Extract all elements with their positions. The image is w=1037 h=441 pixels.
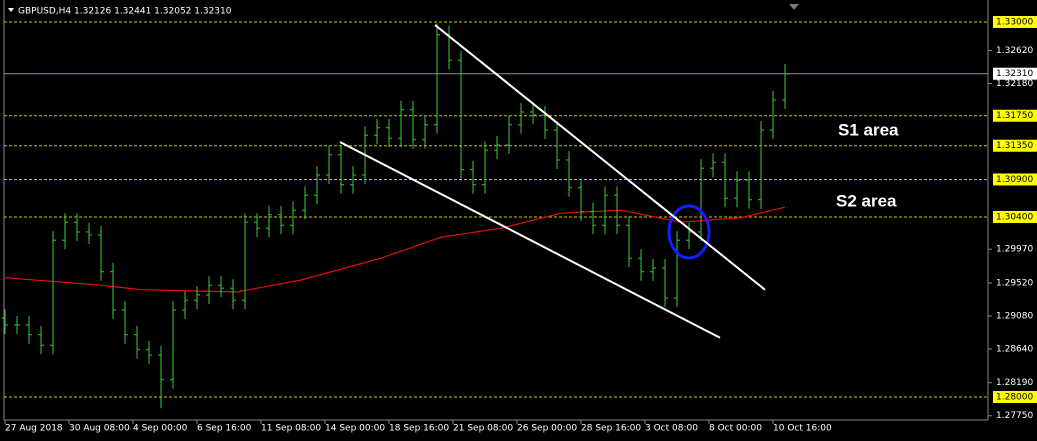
level-label: 1.33000 [996, 17, 1033, 27]
x-tick-label: 30 Aug 08:00 [69, 424, 130, 434]
x-tick-label: 28 Sep 16:00 [581, 424, 641, 434]
menu-arrow[interactable] [8, 8, 14, 12]
x-tick-label: 10 Oct 16:00 [773, 424, 832, 434]
chart-title: GBPUSD,H4 1.32126 1.32441 1.32052 1.3231… [18, 7, 232, 17]
level-label-box [993, 109, 1037, 122]
y-tick-label: 1.29080 [996, 311, 1033, 321]
level-label-box [993, 15, 1037, 28]
y-tick-label: 1.27750 [996, 411, 1033, 421]
shift-marker [789, 4, 799, 10]
level-label: 1.30900 [996, 175, 1033, 185]
annotation: S2 area [836, 191, 897, 210]
y-tick-label: 1.29970 [996, 245, 1033, 255]
current-price-label: 1.32310 [996, 69, 1033, 79]
y-tick-label: 1.32180 [996, 79, 1033, 89]
level-label: 1.31350 [996, 141, 1033, 151]
level-label: 1.31750 [996, 111, 1033, 121]
y-tick-label: 1.29520 [996, 278, 1033, 288]
annotation: S1 area [838, 120, 899, 139]
level-label-box [993, 390, 1037, 403]
x-tick-label: 27 Aug 2018 [5, 424, 63, 434]
level-label: 1.30400 [996, 212, 1033, 222]
x-tick-label: 8 Oct 00:00 [709, 424, 762, 434]
level-label-box [993, 210, 1037, 223]
x-tick-label: 6 Sep 16:00 [197, 424, 252, 434]
y-tick-label: 1.32620 [996, 46, 1033, 56]
x-tick-label: 11 Sep 08:00 [261, 424, 321, 434]
x-tick-label: 26 Sep 00:00 [517, 424, 577, 434]
level-label-box [993, 173, 1037, 186]
x-tick-label: 4 Sep 00:00 [133, 424, 188, 434]
y-tick-label: 1.28190 [996, 378, 1033, 388]
x-tick-label: 14 Sep 00:00 [325, 424, 385, 434]
current-price-box [993, 67, 1037, 80]
highlight-ellipse [667, 204, 711, 260]
x-tick-label: 18 Sep 16:00 [389, 424, 449, 434]
trendline [339, 141, 721, 339]
x-tick-label: 21 Sep 08:00 [453, 424, 513, 434]
x-tick-label: 3 Oct 08:00 [645, 424, 698, 434]
level-label: 1.28000 [996, 392, 1033, 402]
trendline [434, 24, 766, 291]
level-label-box [993, 139, 1037, 152]
y-tick-label: 1.28640 [996, 344, 1033, 354]
